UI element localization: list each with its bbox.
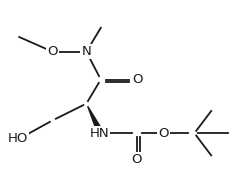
Text: HO: HO bbox=[8, 132, 28, 145]
Text: HN: HN bbox=[90, 127, 109, 140]
Polygon shape bbox=[88, 106, 101, 129]
Text: N: N bbox=[82, 45, 91, 58]
Text: methyl: methyl bbox=[14, 36, 19, 37]
Text: O: O bbox=[132, 73, 143, 86]
Text: O: O bbox=[132, 153, 142, 166]
Text: O: O bbox=[48, 45, 58, 58]
Text: O: O bbox=[158, 127, 168, 140]
